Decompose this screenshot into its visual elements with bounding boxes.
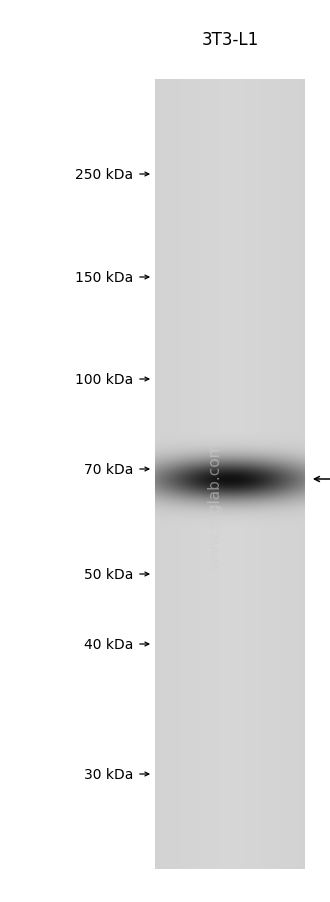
- Text: 150 kDa: 150 kDa: [75, 271, 133, 285]
- Text: 100 kDa: 100 kDa: [75, 373, 133, 387]
- Text: 250 kDa: 250 kDa: [75, 168, 133, 182]
- Text: 70 kDa: 70 kDa: [83, 463, 133, 476]
- Text: 3T3-L1: 3T3-L1: [201, 31, 259, 49]
- Text: www.ptglab.com: www.ptglab.com: [208, 441, 222, 568]
- Text: 40 kDa: 40 kDa: [83, 638, 133, 651]
- Text: 50 kDa: 50 kDa: [83, 567, 133, 582]
- Text: 30 kDa: 30 kDa: [83, 767, 133, 781]
